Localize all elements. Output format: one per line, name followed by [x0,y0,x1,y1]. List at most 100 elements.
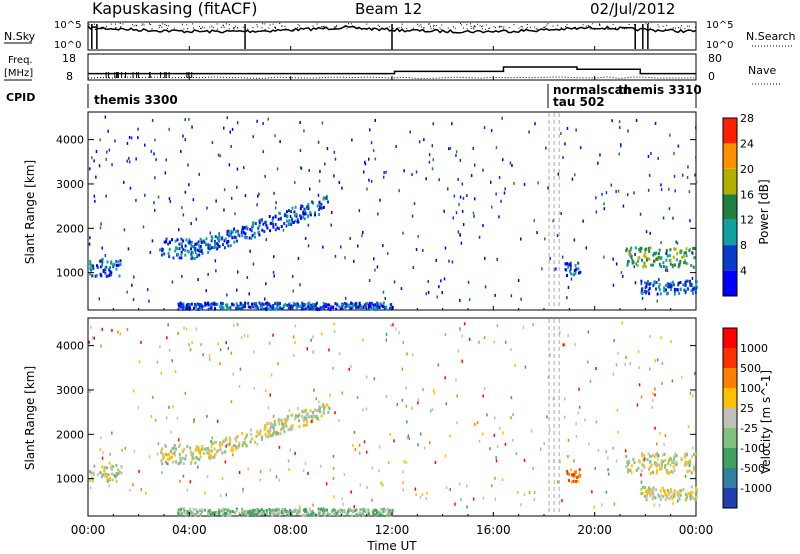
data-cell [308,207,310,211]
noise-search-dot [435,25,437,27]
data-cell [320,206,323,210]
noise-search-dot [350,23,352,25]
data-cell [547,375,550,379]
noise-search-dot [441,24,443,26]
data-cell [294,324,297,328]
data-cell [200,249,203,253]
data-cell [338,181,341,184]
noise-search-dot [453,26,454,28]
data-cell [673,492,676,496]
noise-search-dot [209,26,211,28]
data-cell [494,476,496,480]
data-cell [296,415,299,418]
data-cell [308,169,310,172]
data-cell [236,434,239,438]
data-cell [209,449,212,452]
data-cell [218,512,221,516]
data-cell [290,223,293,227]
colorbar-swatch [723,428,737,448]
noise-search-dot [625,28,627,30]
noise-search-dot [500,26,502,27]
noise-search-dot [182,23,183,25]
data-cell [691,276,694,280]
data-cell [205,451,208,455]
colorbar-swatch [723,348,737,368]
data-cell [293,210,296,214]
data-cell [248,511,251,515]
data-cell [199,307,202,311]
data-cell [250,229,253,233]
data-cell [458,482,461,486]
data-cell [498,215,500,219]
data-cell [692,468,695,472]
data-cell [658,283,661,287]
data-cell [690,493,693,497]
data-cell [468,298,471,302]
noise-search-dot [536,28,538,30]
data-cell [373,508,376,512]
data-cell [303,303,305,306]
data-cell [301,513,304,517]
data-cell [656,454,659,458]
data-cell [403,169,405,173]
data-cell [231,236,234,240]
data-cell [630,256,633,260]
data-cell [242,227,245,231]
data-cell [105,157,107,161]
data-cell [289,448,291,452]
data-cell [651,405,653,409]
data-cell [223,511,226,515]
data-cell [298,413,301,417]
data-cell [688,249,691,253]
data-cell [265,511,268,515]
data-cell [605,490,608,494]
data-cell [189,307,192,311]
data-cell [104,266,107,270]
data-cell [272,333,274,337]
data-cell [216,302,219,306]
data-cell [194,251,197,255]
data-cell [499,426,501,430]
data-cell [320,414,323,418]
data-cell [99,265,102,269]
data-cell [92,336,94,340]
data-cell [495,459,498,463]
data-cell [402,231,404,235]
data-cell [472,211,475,215]
data-cell [671,497,674,501]
data-cell [652,470,655,474]
data-cell [252,510,255,514]
data-cell [649,367,651,371]
data-cell [198,172,200,176]
data-cell [444,246,447,250]
data-cell [182,456,185,460]
data-cell [167,242,170,246]
data-cell [364,162,367,166]
data-cell [366,187,368,191]
data-cell [213,302,216,306]
noise-search-dot [222,24,224,26]
noise-search-dot [568,27,570,29]
data-cell [448,259,450,263]
data-cell [237,232,240,236]
data-cell [226,229,229,233]
data-cell [422,248,424,252]
data-cell [664,458,667,462]
data-cell [286,414,289,418]
data-cell [312,335,314,339]
data-cell [260,437,263,441]
data-cell [192,511,195,515]
data-cell [677,491,680,495]
data-cell [634,253,636,256]
data-cell [94,274,97,278]
data-cell [601,503,603,507]
data-cell [91,267,94,271]
data-cell [665,252,667,256]
data-cell [282,426,285,430]
data-cell [171,447,174,451]
data-cell [501,478,504,482]
data-cell [176,416,179,420]
data-cell [515,452,518,455]
data-cell [380,481,383,485]
data-cell [227,307,230,311]
